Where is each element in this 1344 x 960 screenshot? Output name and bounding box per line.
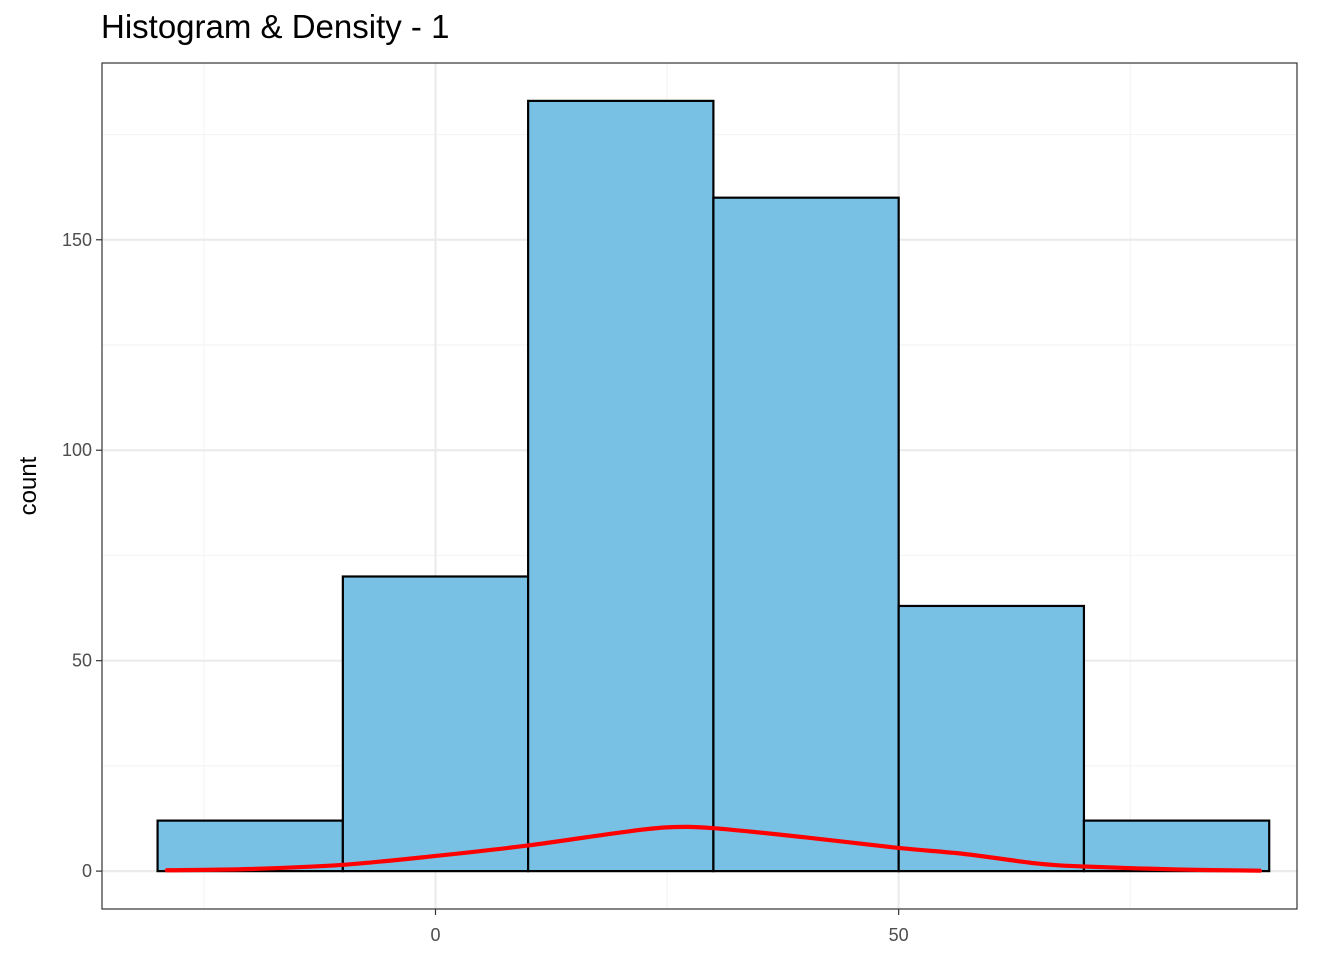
- y-tick-label: 100: [62, 440, 92, 460]
- panel-border: [101, 62, 1298, 910]
- bars-layer: [156, 99, 1271, 873]
- density-curve: [164, 824, 1263, 873]
- y-tick-label: 0: [82, 861, 92, 881]
- x-tick-label: 0: [430, 925, 440, 945]
- histogram-bar: [897, 604, 1086, 873]
- histogram-bar: [1082, 819, 1271, 873]
- axis-layer: 0 50 100 150 0 50: [62, 230, 909, 945]
- density-layer: [164, 824, 1263, 873]
- y-tick-label: 150: [62, 230, 92, 250]
- histogram-bar: [712, 196, 900, 873]
- histogram-bar: [527, 99, 715, 873]
- y-axis-title: count: [15, 456, 42, 515]
- histogram-bar: [156, 819, 344, 873]
- x-tick-label: 50: [889, 925, 909, 945]
- histogram-bar: [341, 575, 530, 873]
- chart-title: Histogram & Density - 1: [101, 8, 450, 45]
- y-tick-label: 50: [72, 651, 92, 671]
